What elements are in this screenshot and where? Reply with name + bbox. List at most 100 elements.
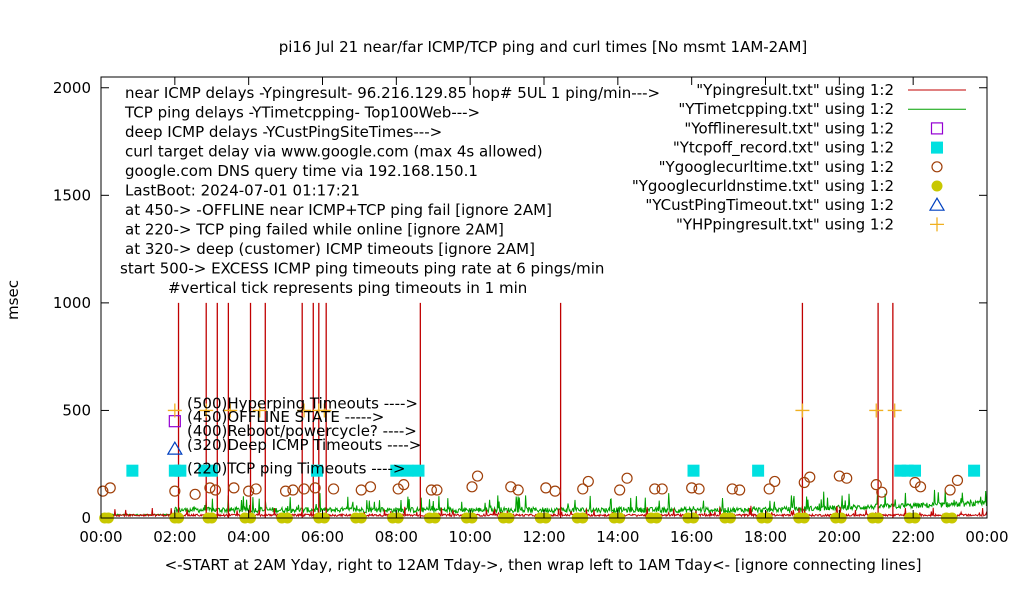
curl-point-37 bbox=[769, 475, 781, 488]
legend-swatch-2 bbox=[930, 122, 944, 135]
curl-point-42 bbox=[870, 479, 882, 491]
legend-label-5: "Ygooglecurldnstime.txt" using 1:2 bbox=[632, 177, 894, 195]
hyperping-point-6 bbox=[317, 403, 332, 418]
legend-label-7: "YHPpingresult.txt" using 1:2 bbox=[676, 215, 894, 233]
tcp-timeout-10 bbox=[752, 464, 765, 477]
curl-point-38 bbox=[798, 476, 810, 489]
curl-point-34 bbox=[726, 483, 738, 495]
legend-swatch-7 bbox=[930, 217, 944, 232]
tcp-timeout-2 bbox=[174, 464, 187, 477]
hyperping-point-8 bbox=[869, 403, 884, 418]
legend-label-6: "YCustPingTimeout.txt" using 1:2 bbox=[645, 196, 894, 214]
tcp-timeout-0 bbox=[126, 464, 139, 477]
curl-point-33 bbox=[693, 483, 705, 495]
curl-point-35 bbox=[734, 484, 746, 496]
y-tick-label-2: 1000 bbox=[53, 294, 91, 312]
legend-swatch-5 bbox=[931, 180, 943, 192]
y-tick-label-3: 1500 bbox=[53, 186, 91, 204]
legend-label-2: "Yofflineresult.txt" using 1:2 bbox=[684, 119, 894, 137]
curl-point-7 bbox=[243, 485, 255, 497]
tcp-timeout-9 bbox=[687, 464, 700, 477]
curl-point-47 bbox=[951, 474, 964, 486]
curl-point-46 bbox=[944, 484, 956, 496]
legend-swatch-6 bbox=[928, 197, 946, 211]
legend-label-4: "Ygooglecurltime.txt" using 1:2 bbox=[659, 158, 894, 176]
curl-point-15 bbox=[364, 481, 377, 493]
curl-point-24 bbox=[540, 482, 552, 494]
legend-label-3: "Ytcpoff_record.txt" using 1:2 bbox=[673, 139, 894, 158]
note-4: google.com DNS query time via 192.168.15… bbox=[125, 162, 478, 180]
curl-point-3 bbox=[189, 488, 201, 500]
curl-point-22 bbox=[505, 481, 517, 493]
curl-point-8 bbox=[250, 483, 262, 495]
level-label-4: (220)TCP ping Timeouts ----> bbox=[187, 460, 405, 478]
curl-point-0 bbox=[97, 485, 109, 497]
legend-label-0: "Ypingresult.txt" using 1:2 bbox=[696, 81, 894, 99]
x-axis-label: <-START at 2AM Yday, right to 12AM Tday-… bbox=[165, 556, 922, 574]
curl-point-12 bbox=[309, 482, 321, 494]
chart-title: pi16 Jul 21 near/far ICMP/TCP ping and c… bbox=[279, 38, 808, 56]
legend-swatch-4 bbox=[931, 161, 943, 173]
curl-point-10 bbox=[287, 484, 299, 496]
curl-point-41 bbox=[841, 472, 853, 484]
x-tick-label-5: 10:00 bbox=[449, 528, 492, 546]
note-7: at 220-> TCP ping failed while online [i… bbox=[125, 221, 504, 239]
curl-point-20 bbox=[466, 481, 478, 493]
curl-point-43 bbox=[876, 486, 888, 498]
tcp-timeout-5 bbox=[310, 464, 323, 477]
x-tick-label-9: 18:00 bbox=[744, 528, 787, 546]
hyperping-point-7 bbox=[795, 403, 810, 418]
y-tick-label-1: 500 bbox=[62, 401, 91, 419]
hyperping-point-1 bbox=[199, 403, 214, 418]
curl-point-36 bbox=[763, 483, 775, 495]
hyperping-point-4 bbox=[297, 403, 312, 418]
x-tick-label-10: 20:00 bbox=[818, 528, 861, 546]
curl-point-45 bbox=[914, 481, 927, 493]
level-label-0: (500)Hyperping Timeouts ----> bbox=[187, 394, 418, 412]
hyperping-point-3 bbox=[252, 403, 267, 418]
curl-point-1 bbox=[104, 482, 116, 494]
legend: "Ypingresult.txt" using 1:2"YTimetcpping… bbox=[632, 81, 966, 233]
notes-layer: near ICMP delays -Ypingresult- 96.216.12… bbox=[120, 84, 660, 478]
axes-layer: 0 500 1000 1500 2000 00:00 02:00 04:00 06:00 08:0… bbox=[53, 76, 1009, 546]
curl-point-4 bbox=[204, 482, 216, 494]
tcp-timeout-7 bbox=[401, 464, 414, 477]
x-tick-label-2: 04:00 bbox=[227, 528, 270, 546]
note-2: deep ICMP delays -YCustPingSiteTimes---> bbox=[125, 123, 442, 141]
x-tick-label-7: 14:00 bbox=[596, 528, 639, 546]
curl-point-28 bbox=[614, 484, 626, 496]
hyperping-point-9 bbox=[887, 403, 902, 418]
curl-point-27 bbox=[582, 475, 594, 488]
note-0: near ICMP delays -Ypingresult- 96.216.12… bbox=[125, 84, 660, 102]
curl-point-21 bbox=[471, 470, 484, 482]
note-9: start 500-> EXCESS ICMP ping timeouts pi… bbox=[120, 260, 604, 278]
x-tick-label-12: 00:00 bbox=[965, 528, 1008, 546]
x-tick-label-1: 02:00 bbox=[153, 528, 196, 546]
legend-swatch-3 bbox=[931, 141, 943, 154]
curl-point-26 bbox=[577, 483, 589, 495]
curl-point-2 bbox=[169, 485, 181, 497]
x-tick-label-0: 00:00 bbox=[79, 528, 122, 546]
deep-timeout-0 bbox=[166, 440, 183, 455]
hyperping-point-0 bbox=[167, 403, 182, 418]
x-tick-label-4: 08:00 bbox=[375, 528, 418, 546]
x-tick-label-3: 06:00 bbox=[301, 528, 344, 546]
level-label-1: (450)OFFLINE STATE -----> bbox=[187, 408, 384, 426]
curl-point-9 bbox=[279, 485, 292, 497]
tcp-timeout-6 bbox=[390, 464, 403, 477]
hyperping-point-2 bbox=[223, 403, 238, 418]
note-5: LastBoot: 2024-07-01 01:17:21 bbox=[125, 182, 360, 200]
tcp-timeout-8 bbox=[412, 464, 425, 477]
curl-point-30 bbox=[649, 483, 661, 495]
level-label-3: (320)Deep ICMP Timeouts ----> bbox=[187, 436, 421, 454]
y-axis-label: msec bbox=[4, 280, 22, 320]
note-3: curl target delay via www.google.com (ma… bbox=[125, 143, 543, 161]
curl-point-40 bbox=[833, 470, 845, 482]
curl-point-5 bbox=[209, 484, 222, 496]
curl-point-29 bbox=[621, 472, 633, 484]
curl-point-32 bbox=[686, 482, 698, 494]
tcp-timeout-14 bbox=[968, 464, 981, 477]
curl-point-25 bbox=[549, 485, 561, 497]
tcp-timeout-13 bbox=[909, 464, 922, 477]
